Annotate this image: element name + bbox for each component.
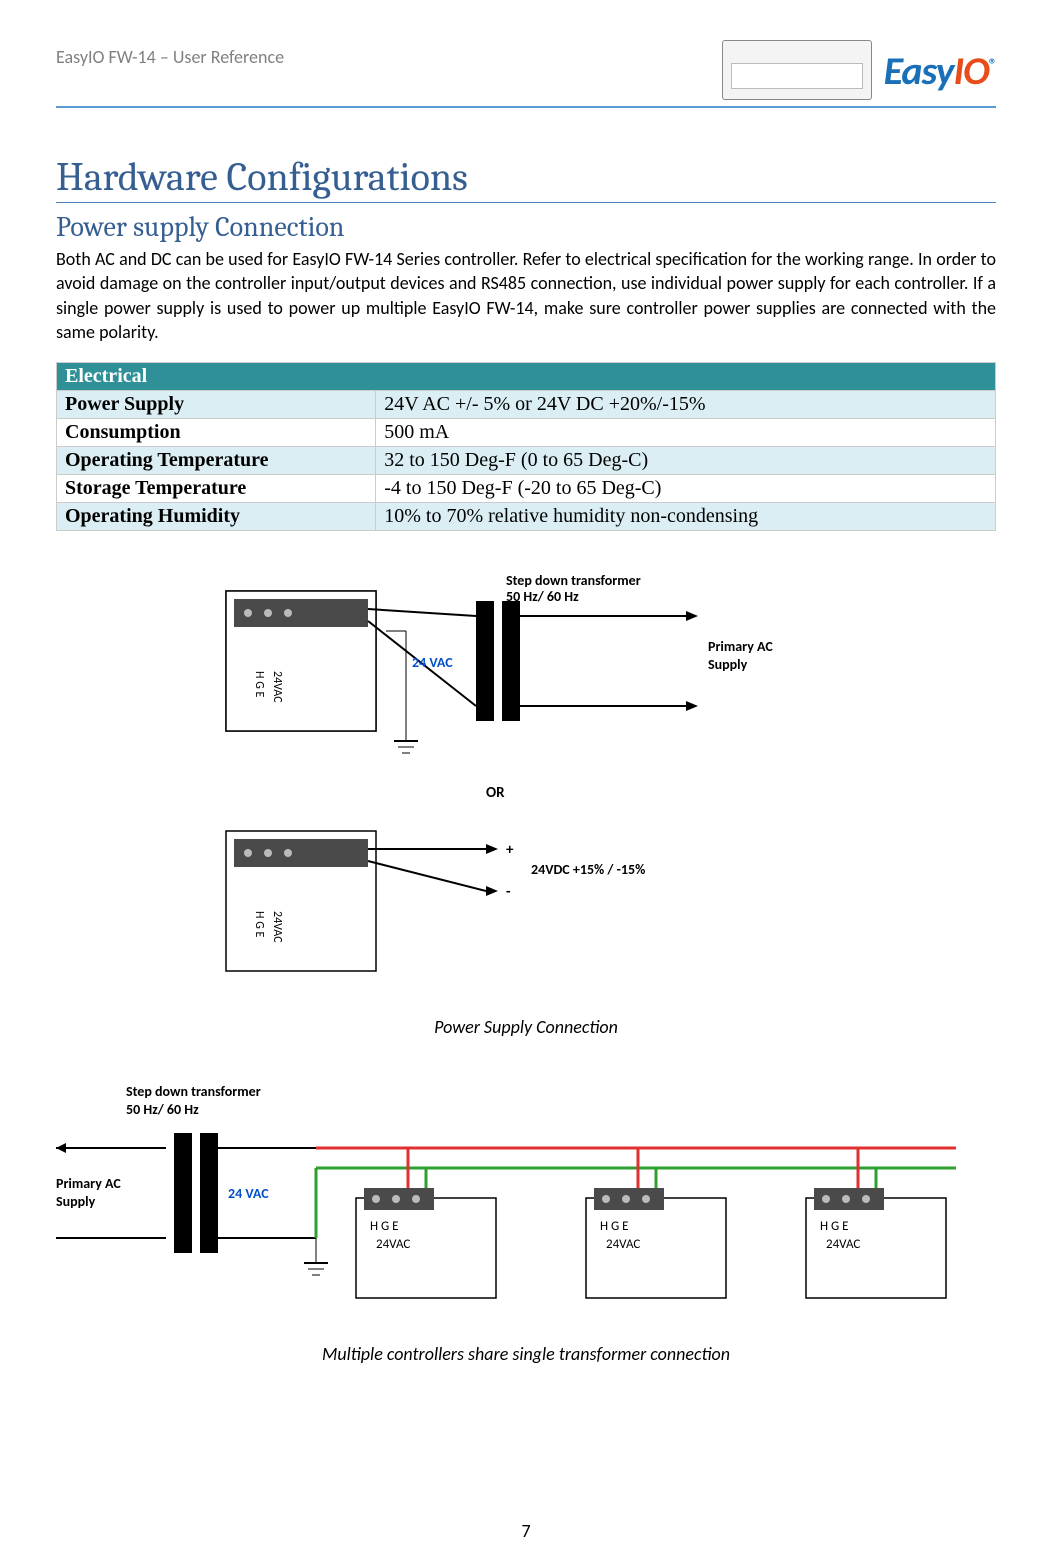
spec-label: Power Supply	[57, 391, 376, 419]
electrical-spec-table: Electrical Power Supply24V AC +/- 5% or …	[56, 362, 996, 531]
spec-label: Operating Humidity	[57, 503, 376, 531]
svg-text:H G E: H G E	[820, 1219, 849, 1234]
label-24vac: 24 VAC	[412, 654, 453, 671]
spec-value: -4 to 150 Deg-F (-20 to 65 Deg-C)	[376, 475, 996, 503]
svg-text:24VAC: 24VAC	[270, 671, 284, 703]
heading-sub: Power supply Connection	[56, 211, 996, 243]
page-number: 7	[0, 1520, 1052, 1542]
figure2-caption: Multiple controllers share single transf…	[56, 1343, 996, 1365]
svg-text:H G E: H G E	[252, 911, 266, 937]
figure-power-supply: H G E 24VAC H G E 24VAC H G E 24VAC Step…	[56, 571, 996, 996]
power-supply-diagram: H G E 24VAC H G E 24VAC H G E 24VAC Step…	[186, 571, 866, 991]
label-freq: 50 Hz/ 60 Hz	[506, 588, 579, 605]
svg-text:H G E: H G E	[600, 1219, 629, 1234]
logo-text-io: IO	[953, 46, 988, 95]
table-row: Power Supply24V AC +/- 5% or 24V DC +20%…	[57, 391, 996, 419]
logo-registered: ®	[989, 55, 996, 74]
spec-label: Storage Temperature	[57, 475, 376, 503]
table-header: Electrical	[57, 363, 996, 391]
logo: EasyIO®	[884, 46, 996, 95]
heading-main: Hardware Configurations	[56, 154, 996, 203]
figure1-caption: Power Supply Connection	[56, 1016, 996, 1038]
label-minus: -	[506, 883, 511, 901]
logo-text-easy: Easy	[884, 46, 954, 95]
spec-value: 10% to 70% relative humidity non-condens…	[376, 503, 996, 531]
label-dc: 24VDC +15% / -15%	[531, 861, 645, 878]
figure-multi-controller: Step down transformer 50 Hz/ 60 Hz Prima…	[56, 1078, 996, 1323]
spec-value: 500 mA	[376, 419, 996, 447]
intro-paragraph: Both AC and DC can be used for EasyIO FW…	[56, 247, 996, 344]
svg-text:24VAC: 24VAC	[606, 1237, 640, 1252]
spec-value: 24V AC +/- 5% or 24V DC +20%/-15%	[376, 391, 996, 419]
device-illustration	[722, 40, 872, 100]
svg-text:24VAC: 24VAC	[826, 1237, 860, 1252]
spec-label: Consumption	[57, 419, 376, 447]
table-row: Operating Temperature32 to 150 Deg-F (0 …	[57, 447, 996, 475]
f2-freq: 50 Hz/ 60 Hz	[126, 1101, 199, 1118]
f2-24vac: 24 VAC	[228, 1185, 269, 1202]
header-right: EasyIO®	[722, 40, 996, 100]
label-primary: Primary AC	[708, 638, 773, 655]
doc-title: EasyIO FW-14 – User Reference	[56, 40, 284, 68]
spec-value: 32 to 150 Deg-F (0 to 65 Deg-C)	[376, 447, 996, 475]
svg-text:24VAC: 24VAC	[270, 911, 284, 943]
f2-step-down: Step down transformer	[126, 1083, 261, 1100]
label-or: OR	[486, 784, 505, 802]
svg-text:H G E: H G E	[370, 1219, 399, 1234]
svg-text:H G E: H G E	[252, 671, 266, 697]
label-step-down: Step down transformer	[506, 572, 641, 589]
page-header: EasyIO FW-14 – User Reference EasyIO®	[56, 40, 996, 100]
label-plus: +	[506, 841, 514, 859]
label-supply: Supply	[708, 656, 748, 673]
f2-supply: Supply	[56, 1193, 96, 1210]
multi-controller-diagram: Step down transformer 50 Hz/ 60 Hz Prima…	[56, 1078, 996, 1318]
header-rule	[56, 106, 996, 108]
table-row: Consumption500 mA	[57, 419, 996, 447]
f2-primary: Primary AC	[56, 1175, 121, 1192]
spec-label: Operating Temperature	[57, 447, 376, 475]
table-row: Storage Temperature-4 to 150 Deg-F (-20 …	[57, 475, 996, 503]
svg-text:24VAC: 24VAC	[376, 1237, 410, 1252]
table-row: Operating Humidity10% to 70% relative hu…	[57, 503, 996, 531]
